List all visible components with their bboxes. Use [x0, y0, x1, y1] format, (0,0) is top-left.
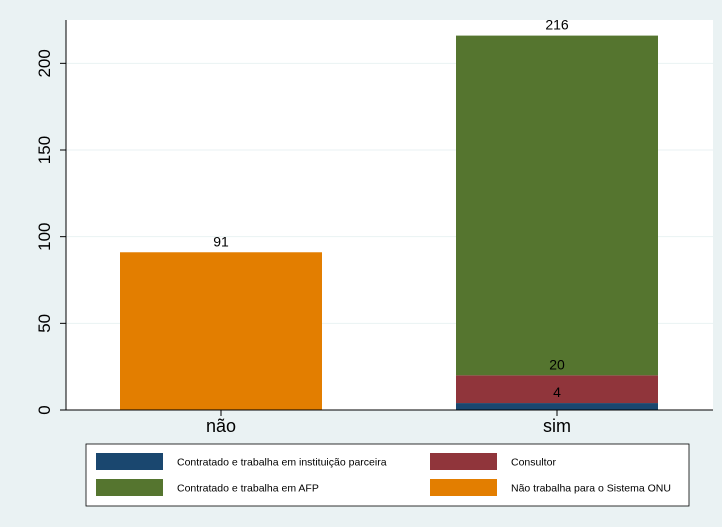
legend-box: [85, 443, 690, 507]
legend-swatch-2: [96, 479, 163, 496]
axes: 0 50 100 150 200 não sim: [35, 20, 713, 436]
legend-swatch-1: [430, 453, 497, 470]
bar-1-series-1: [456, 375, 658, 404]
legend: Contratado e trabalha em instituição par…: [85, 443, 690, 507]
data-labels: 91 216 20 4: [213, 17, 569, 400]
y-tick-label-100: 100: [35, 222, 54, 250]
data-label-3: 4: [553, 384, 561, 400]
legend-swatch-3: [430, 479, 497, 496]
legend-label-0: Contratado e trabalha em instituição par…: [177, 457, 387, 469]
bar-1-series-2: [456, 35, 658, 376]
legend-label-1: Consultor: [511, 457, 556, 469]
bar-0-series-3: [120, 252, 322, 410]
legend-label-2: Contratado e trabalha em AFP: [177, 483, 319, 495]
y-tick-label-0: 0: [35, 405, 54, 414]
data-label-1: 216: [545, 17, 569, 33]
x-tick-label-1: sim: [543, 416, 571, 436]
data-label-2: 20: [549, 356, 565, 372]
bars: [120, 35, 658, 410]
data-label-0: 91: [213, 233, 229, 249]
bar-1-series-0: [456, 403, 658, 410]
y-tick-label-200: 200: [35, 49, 54, 77]
y-tick-label-50: 50: [35, 314, 54, 333]
y-tick-label-150: 150: [35, 136, 54, 164]
x-tick-label-0: não: [206, 416, 236, 436]
legend-swatch-0: [96, 453, 163, 470]
legend-label-3: Não trabalha para o Sistema ONU: [511, 483, 671, 495]
